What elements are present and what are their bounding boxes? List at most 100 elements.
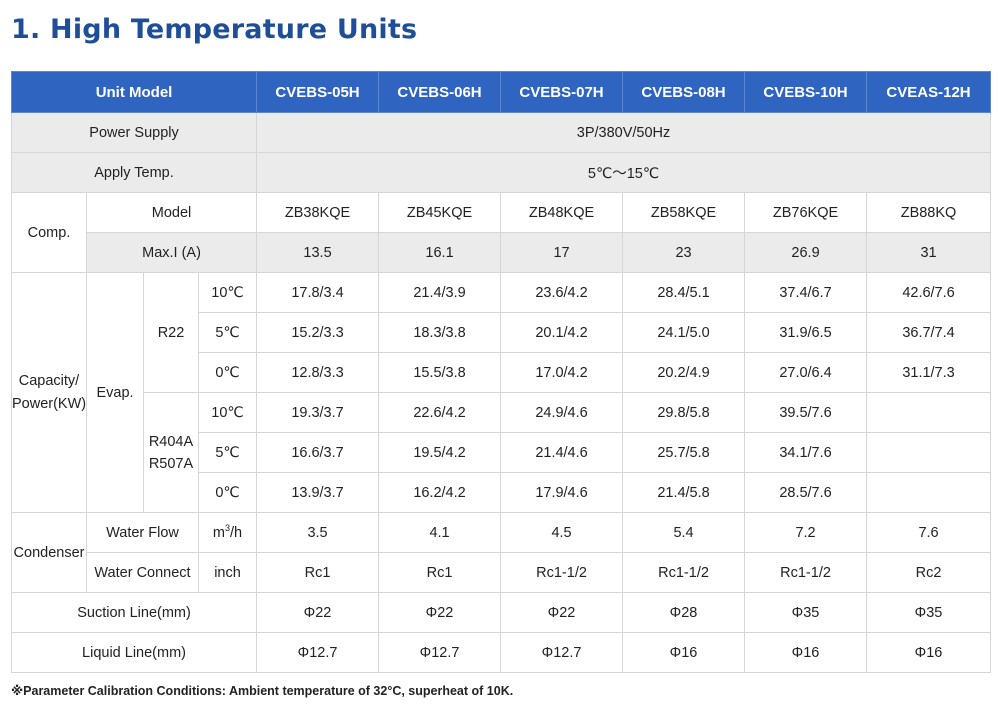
temp-label: 5℃ <box>197 432 258 473</box>
table-cell: 3.5 <box>256 512 380 553</box>
water-flow-label: Water Flow <box>86 512 199 553</box>
table-cell: 19.3/3.7 <box>256 392 380 433</box>
calibration-note: ※Parameter Calibration Conditions: Ambie… <box>11 684 514 698</box>
table-cell: 39.5/7.6 <box>744 392 868 433</box>
unit-tail: /h <box>230 524 243 541</box>
table-cell: ZB45KQE <box>378 192 502 233</box>
r404a-label: R404A R507A <box>143 392 199 513</box>
table-cell: 4.1 <box>378 512 502 553</box>
table-cell: Φ16 <box>622 632 746 673</box>
capacity-label-line2: Power(KW) <box>12 395 87 412</box>
header-row: Unit Model CVEBS-05H CVEBS-06H CVEBS-07H… <box>10 71 992 113</box>
temp-label: 5℃ <box>197 312 258 353</box>
table-cell <box>866 432 992 473</box>
capacity-row: R404A R507A 10℃ 19.3/3.7 22.6/4.2 24.9/4… <box>12 392 992 513</box>
table-cell: 22.6/4.2 <box>378 392 502 433</box>
r22-label: R22 <box>143 272 199 393</box>
table-cell: ZB38KQE <box>256 192 380 233</box>
apply-temp-row: Apply Temp. 5℃～15℃ <box>10 152 992 193</box>
model-header: CVEBS-10H <box>744 71 868 113</box>
table-cell: 21.4/3.9 <box>378 272 502 313</box>
model-header: CVEBS-05H <box>256 71 380 113</box>
evap-label: Evap. <box>86 272 144 513</box>
page-title: 1. High Temperature Units <box>11 14 418 45</box>
temp-label: 10℃ <box>197 272 258 313</box>
table-cell: Rc1 <box>256 552 380 593</box>
table-cell: 4.5 <box>500 512 624 553</box>
water-flow-row: Condenser Water Flow m3/h 3.5 4.1 4.5 5.… <box>11 512 992 593</box>
table-cell: ZB48KQE <box>500 192 624 233</box>
table-cell: Φ28 <box>622 592 746 633</box>
apply-temp-label: Apply Temp. <box>10 152 258 193</box>
water-connect-row: Water Connect inch Rc1 Rc1 Rc1-1/2 Rc1-1… <box>12 552 992 593</box>
capacity-label: Capacity/ Power(KW) <box>11 272 87 513</box>
table-cell: Rc1 <box>378 552 502 593</box>
table-cell: ZB58KQE <box>622 192 746 233</box>
water-flow-unit: m3/h <box>197 512 258 553</box>
unit-sup: 3 <box>225 522 231 533</box>
table-cell <box>866 472 992 513</box>
table-cell: 28.4/5.1 <box>622 272 746 313</box>
table-cell: 13.9/3.7 <box>256 472 380 513</box>
table-cell: 18.3/3.8 <box>378 312 502 353</box>
table-cell: Φ12.7 <box>500 632 624 673</box>
table-cell: 17.8/3.4 <box>256 272 380 313</box>
liquid-line-label: Liquid Line(mm) <box>10 632 258 673</box>
table-cell <box>866 392 992 433</box>
comp-maxi-row: Max.I (A) 13.5 16.1 17 23 26.9 31 <box>12 232 992 273</box>
table-cell: 36.7/7.4 <box>866 312 992 353</box>
table-cell: ZB88KQ <box>866 192 992 233</box>
table-cell: 21.4/5.8 <box>622 472 746 513</box>
table-cell: 28.5/7.6 <box>744 472 868 513</box>
table-cell: 26.9 <box>744 232 868 273</box>
table-cell: Rc2 <box>866 552 992 593</box>
table-cell: Rc1-1/2 <box>622 552 746 593</box>
table-cell: 31.1/7.3 <box>866 352 992 393</box>
table-cell: 29.8/5.8 <box>622 392 746 433</box>
capacity-row: 5℃ 15.2/3.3 18.3/3.8 20.1/4.2 24.1/5.0 3… <box>12 312 992 353</box>
comp-label: Comp. <box>11 192 87 273</box>
table-cell: 23.6/4.2 <box>500 272 624 313</box>
table-cell: 31.9/6.5 <box>744 312 868 353</box>
table-cell: 17.0/4.2 <box>500 352 624 393</box>
table-cell: 21.4/4.6 <box>500 432 624 473</box>
model-header: CVEBS-08H <box>622 71 746 113</box>
power-supply-value: 3P/380V/50Hz <box>256 112 992 153</box>
comp-model-label: Model <box>85 192 258 233</box>
table-cell: ZB76KQE <box>744 192 868 233</box>
suction-line-label: Suction Line(mm) <box>10 592 258 633</box>
capacity-row: 0℃ 12.8/3.3 15.5/3.8 17.0/4.2 20.2/4.9 2… <box>12 352 992 393</box>
table-cell: 15.2/3.3 <box>256 312 380 353</box>
table-cell: Φ35 <box>866 592 992 633</box>
comp-model-row: Comp. Model ZB38KQE ZB45KQE ZB48KQE ZB58… <box>11 192 992 273</box>
temp-label: 0℃ <box>197 352 258 393</box>
table-cell: 17.9/4.6 <box>500 472 624 513</box>
condenser-label: Condenser <box>11 512 87 593</box>
table-cell: 16.1 <box>378 232 502 273</box>
table-cell: 23 <box>622 232 746 273</box>
capacity-label-line1: Capacity/ <box>18 372 80 389</box>
table-cell: Rc1-1/2 <box>500 552 624 593</box>
table-cell: 34.1/7.6 <box>744 432 868 473</box>
table-cell: Φ35 <box>744 592 868 633</box>
unit-model-label: Unit Model <box>10 71 258 113</box>
table-cell: 17 <box>500 232 624 273</box>
table-cell: 31 <box>866 232 992 273</box>
table-cell: 19.5/4.2 <box>378 432 502 473</box>
table-cell: 7.6 <box>866 512 992 553</box>
spec-table: Unit Model CVEBS-05H CVEBS-06H CVEBS-07H… <box>10 71 992 673</box>
table-cell: 24.9/4.6 <box>500 392 624 433</box>
table-cell: 7.2 <box>744 512 868 553</box>
power-supply-label: Power Supply <box>10 112 258 153</box>
table-cell: Rc1-1/2 <box>744 552 868 593</box>
table-cell: Φ12.7 <box>378 632 502 673</box>
table-cell: 27.0/6.4 <box>744 352 868 393</box>
table-cell: Φ22 <box>378 592 502 633</box>
apply-temp-value: 5℃～15℃ <box>256 152 992 193</box>
table-cell: 16.2/4.2 <box>378 472 502 513</box>
power-supply-row: Power Supply 3P/380V/50Hz <box>10 112 992 153</box>
r404a-label-line1: R404A <box>148 433 194 450</box>
table-cell: Φ16 <box>744 632 868 673</box>
r404a-label-line2: R507A <box>148 455 194 472</box>
table-cell: 42.6/7.6 <box>866 272 992 313</box>
